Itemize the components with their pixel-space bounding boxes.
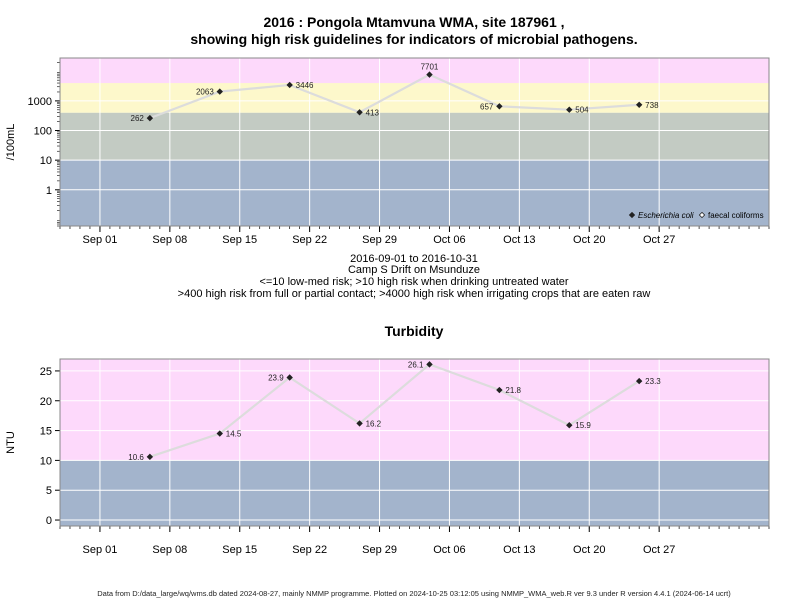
- x-tick-label: Oct 27: [643, 234, 675, 246]
- x-tick-label: Sep 22: [292, 234, 327, 246]
- site-name-text: Camp S Drift on Msunduze: [348, 264, 480, 276]
- data-point-marker: [496, 386, 503, 394]
- y-tick-label: 5: [46, 485, 52, 497]
- data-point-marker: [146, 114, 154, 122]
- x-tick-label: Oct 27: [643, 544, 675, 556]
- x-tick-label: Oct 20: [573, 234, 605, 246]
- series-line: [149, 73, 640, 120]
- y-axis-label: NTU: [5, 431, 17, 454]
- x-tick-label: Sep 08: [152, 544, 187, 556]
- x-tick-label: Sep 29: [362, 544, 397, 556]
- x-tick-label: Sep 01: [83, 234, 118, 246]
- series-line: [149, 363, 640, 458]
- guideline-text-2: >400 high risk from full or partial cont…: [178, 288, 651, 300]
- plot-frame: [59, 358, 770, 527]
- y-tick-label: 0: [46, 515, 52, 527]
- data-point-label: 504: [575, 106, 589, 115]
- legend-label: faecal coliforms: [708, 211, 764, 220]
- chart-title-line1: 2016 : Pongola Mtamvuna WMA, site 187961…: [263, 14, 564, 30]
- turbidity-panel: Sep 01 Sep 08 Sep 15 Sep 22 Sep 29 Oct 06 Oct …: [5, 358, 770, 556]
- data-point-label: 21.8: [505, 386, 521, 395]
- data-point-label: 2063: [196, 88, 214, 97]
- data-point-marker: [566, 106, 573, 113]
- risk-band: [60, 460, 769, 526]
- data-point-label: 413: [366, 108, 380, 117]
- x-tick-label: Oct 06: [433, 234, 465, 246]
- x-tick-label: Sep 29: [362, 234, 397, 246]
- x-tick-label: Oct 13: [503, 544, 535, 556]
- x-tick-label: Oct 20: [573, 544, 605, 556]
- risk-band: [60, 58, 769, 84]
- data-point-marker: [635, 101, 643, 108]
- y-tick-label: 10: [40, 455, 52, 467]
- y-tick-label: 1: [46, 185, 52, 197]
- y-tick-label: 1000: [28, 96, 52, 108]
- y-tick-label: 25: [40, 366, 52, 378]
- y-tick-label: 10: [40, 155, 52, 167]
- data-point-label: 14.5: [226, 430, 242, 439]
- y-tick-label: 20: [40, 396, 52, 408]
- legend-marker: [628, 211, 636, 219]
- data-point-marker: [216, 88, 223, 95]
- data-point-marker: [146, 453, 154, 461]
- x-tick-label: Sep 15: [222, 544, 257, 556]
- data-point-label: 262: [131, 114, 145, 123]
- data-point-marker: [635, 377, 643, 385]
- x-tick-label: Sep 15: [222, 234, 257, 246]
- data-point-marker: [426, 71, 433, 78]
- x-tick-label: Sep 22: [292, 544, 327, 556]
- data-point-marker: [356, 420, 363, 427]
- turbidity-title: Turbidity: [385, 323, 444, 339]
- y-axis-label: /100mL: [5, 124, 17, 161]
- data-point-label: 10.6: [128, 453, 144, 462]
- legend-marker: [698, 211, 706, 219]
- date-range-text: 2016-09-01 to 2016-10-31: [350, 253, 478, 265]
- y-tick-label: 15: [40, 426, 52, 438]
- data-point-marker: [496, 103, 503, 110]
- risk-band: [60, 160, 769, 226]
- x-tick-label: Sep 01: [83, 544, 118, 556]
- plot-frame: [59, 57, 770, 227]
- data-point-marker: [426, 361, 433, 368]
- risk-band: [60, 359, 769, 461]
- legend: Escherichia coli faecal coliforms: [628, 211, 764, 220]
- x-tick-label: Oct 06: [433, 544, 465, 556]
- footer-note: Data from D:/data_large/wq/wms.db dated …: [97, 589, 731, 598]
- data-point-label: 7701: [421, 63, 439, 72]
- guideline-text-1: <=10 low-med risk; >10 high risk when dr…: [259, 276, 568, 288]
- risk-band: [60, 83, 769, 113]
- data-point-label: 15.9: [575, 421, 591, 430]
- legend-label: Escherichia coli: [638, 211, 694, 220]
- chart-title-line2: showing high risk guidelines for indicat…: [190, 31, 637, 47]
- x-tick-label: Sep 08: [152, 234, 187, 246]
- data-point-marker: [286, 374, 293, 381]
- risk-band: [60, 112, 769, 161]
- data-point-label: 23.3: [645, 377, 661, 386]
- data-point-label: 23.9: [268, 373, 284, 382]
- data-point-label: 738: [645, 101, 659, 110]
- y-tick-label: 100: [34, 126, 52, 138]
- ecoli-panel: Sep 01 Sep 08 Sep 15 Sep 22 Sep 29 Oct 06 Oct …: [5, 57, 770, 246]
- data-point-label: 657: [480, 102, 494, 111]
- data-point-marker: [356, 109, 363, 116]
- data-point-label: 3446: [296, 81, 314, 90]
- data-point-label: 26.1: [408, 360, 424, 369]
- data-point-marker: [566, 422, 573, 429]
- data-point-label: 16.2: [366, 419, 382, 428]
- x-tick-label: Oct 13: [503, 234, 535, 246]
- data-point-marker: [216, 430, 223, 437]
- data-point-marker: [286, 81, 293, 89]
